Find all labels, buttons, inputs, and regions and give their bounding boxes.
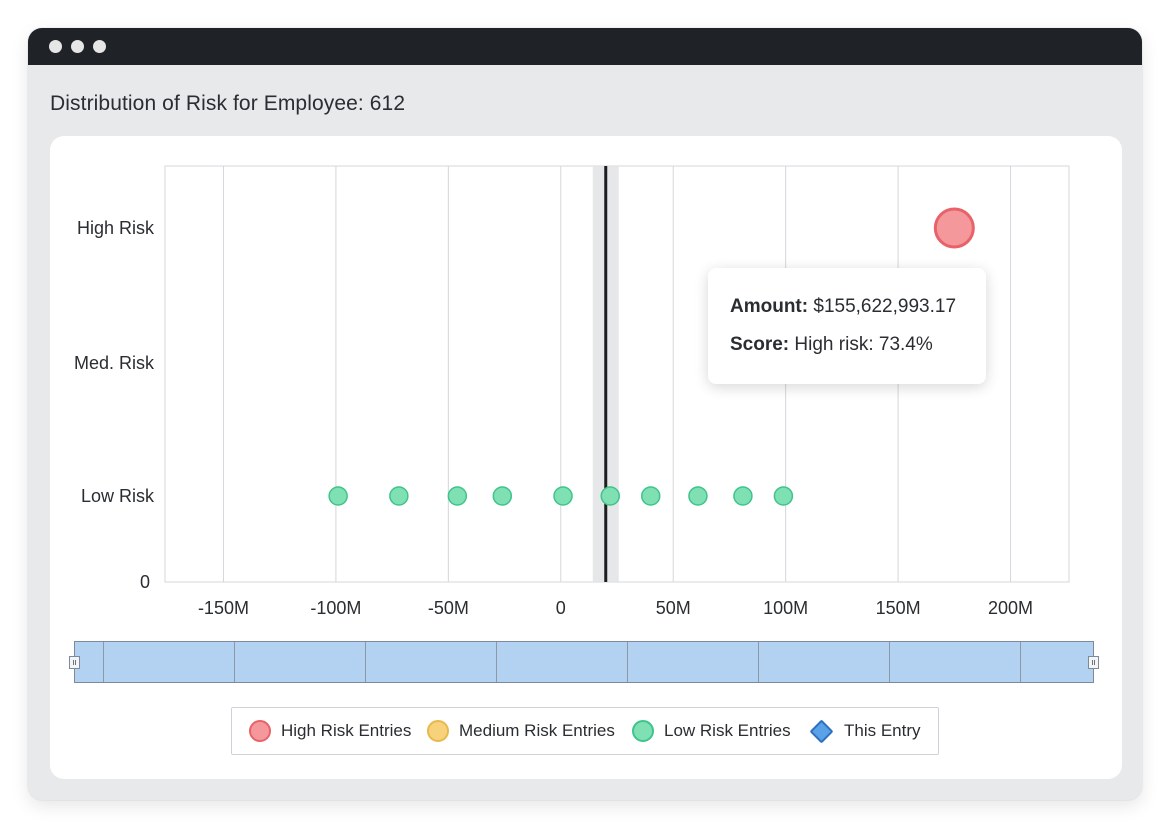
x-tick-label: -150M bbox=[198, 598, 249, 618]
legend-item-medium-risk[interactable]: Medium Risk Entries bbox=[427, 708, 615, 754]
navigator-right-handle-icon[interactable] bbox=[1088, 656, 1099, 669]
tooltip-score: Score: High risk: 73.4% bbox=[730, 334, 933, 356]
chart-legend: High Risk Entries Medium Risk Entries Lo… bbox=[231, 707, 939, 755]
x-tick-label: 50M bbox=[656, 598, 691, 618]
navigator-divider bbox=[627, 642, 628, 682]
window-dot-icon[interactable] bbox=[93, 40, 106, 53]
navigator-divider bbox=[365, 642, 366, 682]
window-titlebar bbox=[28, 28, 1142, 65]
high-risk-circle-icon bbox=[249, 720, 271, 742]
this-entry-diamond-icon bbox=[809, 718, 834, 744]
chart-card: -150M -100M -50M 0 50M 100M 150M 200M 0 Low Risk M… bbox=[50, 136, 1122, 779]
window-dot-icon[interactable] bbox=[49, 40, 62, 53]
app-window: Distribution of Risk for Employee: 612 -… bbox=[28, 28, 1142, 800]
x-tick-label: 150M bbox=[876, 598, 921, 618]
page-title: Distribution of Risk for Employee: 612 bbox=[50, 92, 406, 115]
window-dot-icon[interactable] bbox=[71, 40, 84, 53]
x-tick-label: 0 bbox=[556, 598, 566, 618]
medium-risk-circle-icon bbox=[427, 720, 449, 742]
low-risk-point bbox=[773, 486, 794, 506]
low-risk-point bbox=[640, 486, 661, 506]
legend-item-this-entry[interactable]: This Entry bbox=[809, 708, 921, 754]
low-risk-point bbox=[688, 486, 708, 506]
navigator-divider bbox=[496, 642, 497, 682]
legend-item-low-risk[interactable]: Low Risk Entries bbox=[632, 708, 791, 754]
low-risk-circle-icon bbox=[632, 720, 654, 742]
low-risk-point bbox=[600, 486, 621, 506]
low-risk-point bbox=[733, 486, 753, 506]
x-tick-label: 100M bbox=[763, 598, 808, 618]
navigator-divider bbox=[234, 642, 235, 682]
tooltip-amount-value: $155,622,993.17 bbox=[813, 296, 957, 317]
point-tooltip: Amount: $155,622,993.17 Score: High risk… bbox=[708, 268, 986, 384]
range-navigator[interactable] bbox=[69, 641, 1099, 683]
x-tick-label: -50M bbox=[428, 598, 469, 618]
tooltip-score-value: High risk: 73.4% bbox=[794, 334, 933, 355]
low-risk-point bbox=[553, 486, 573, 506]
navigator-divider bbox=[758, 642, 759, 682]
low-risk-point bbox=[447, 486, 468, 506]
tooltip-score-label: Score: bbox=[730, 334, 790, 355]
legend-label: Low Risk Entries bbox=[664, 721, 791, 740]
navigator-divider bbox=[1020, 642, 1021, 682]
navigator-divider bbox=[889, 642, 890, 682]
low-risk-point bbox=[328, 486, 348, 506]
y-tick-label: High Risk bbox=[77, 218, 155, 238]
low-risk-point bbox=[492, 486, 513, 506]
x-tick-label: -100M bbox=[310, 598, 361, 618]
legend-label: High Risk Entries bbox=[281, 721, 412, 740]
legend-label: This Entry bbox=[844, 721, 921, 740]
legend-item-high-risk[interactable]: High Risk Entries bbox=[249, 708, 411, 754]
high-risk-point bbox=[933, 207, 975, 249]
low-risk-point bbox=[389, 486, 409, 506]
y-tick-label: Low Risk bbox=[81, 486, 155, 506]
y-tick-label: Med. Risk bbox=[74, 353, 155, 373]
navigator-left-handle-icon[interactable] bbox=[69, 656, 80, 669]
risk-scatter-chart: -150M -100M -50M 0 50M 100M 150M 200M 0 Low Risk M… bbox=[74, 165, 1070, 618]
tooltip-arrow bbox=[950, 258, 972, 269]
x-tick-label: 200M bbox=[988, 598, 1033, 618]
y-tick-label: 0 bbox=[140, 572, 150, 592]
tooltip-amount-label: Amount: bbox=[730, 296, 809, 317]
legend-label: Medium Risk Entries bbox=[459, 721, 615, 740]
tooltip-amount: Amount: $155,622,993.17 bbox=[730, 296, 956, 318]
navigator-divider bbox=[103, 642, 104, 682]
